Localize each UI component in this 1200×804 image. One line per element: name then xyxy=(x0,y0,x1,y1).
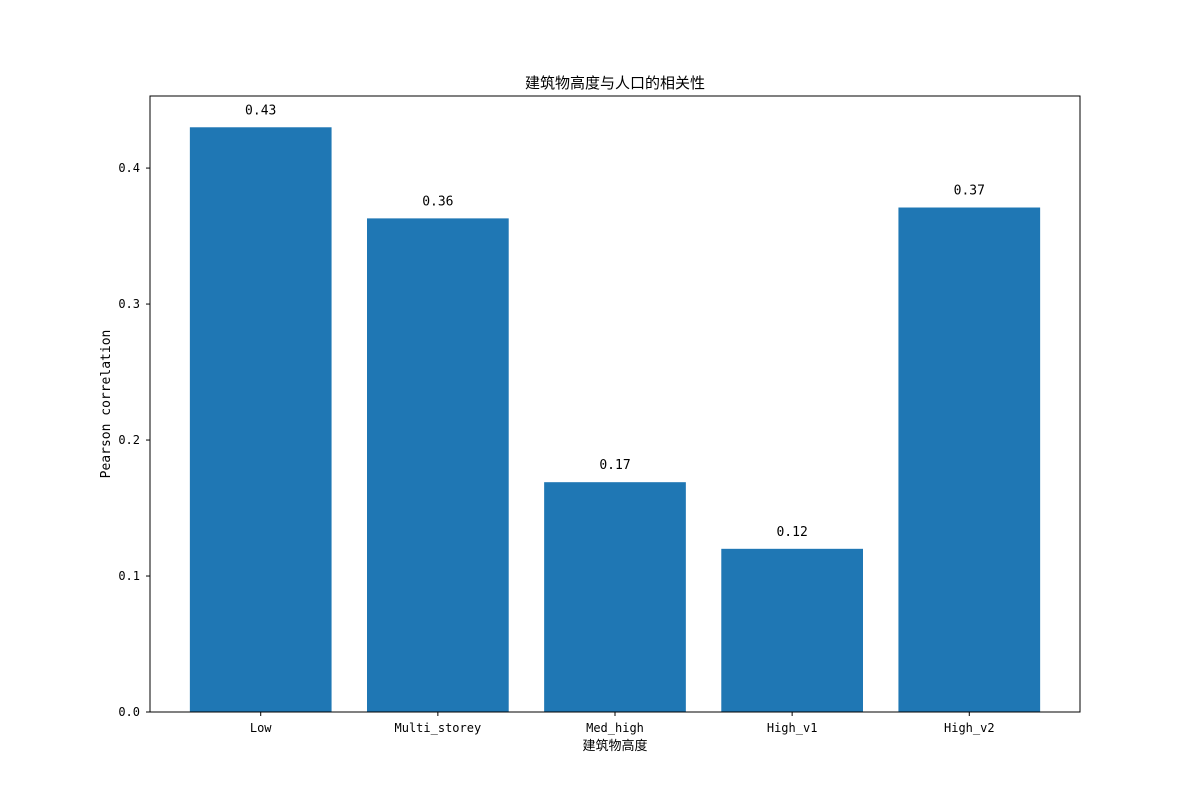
y-tick-label: 0.1 xyxy=(118,569,140,583)
bar-value-label: 0.17 xyxy=(599,458,630,473)
bar-high-v2 xyxy=(898,207,1041,712)
value-labels-layer: 0.43 0.36 0.17 0.12 0.37 xyxy=(245,103,985,540)
y-axis: 0.0 0.1 0.2 0.3 0.4 xyxy=(118,161,150,719)
x-tick-label: Multi_storey xyxy=(395,721,482,735)
x-tick-label: Med_high xyxy=(586,721,644,735)
y-tick-label: 0.4 xyxy=(118,161,140,175)
bar-value-label: 0.37 xyxy=(954,184,985,199)
y-tick-label: 0.2 xyxy=(118,433,140,447)
bar-multi-storey xyxy=(367,218,509,712)
chart-title: 建筑物高度与人口的相关性 xyxy=(525,74,705,92)
bar-low xyxy=(189,127,332,712)
x-axis-label: 建筑物高度 xyxy=(582,738,647,754)
bar-value-label: 0.43 xyxy=(245,103,276,118)
x-axis: Low Multi_storey Med_high High_v1 High_v2 xyxy=(250,712,995,735)
bar-value-label: 0.36 xyxy=(422,194,453,209)
y-tick-label: 0.0 xyxy=(118,705,140,719)
x-tick-label: Low xyxy=(250,721,272,735)
bar-high-v1 xyxy=(721,548,863,712)
y-tick-label: 0.3 xyxy=(118,297,140,311)
bar-value-label: 0.12 xyxy=(776,525,807,540)
bar-med-high xyxy=(544,482,686,712)
plot-frame xyxy=(149,95,1081,713)
x-tick-label: High_v1 xyxy=(767,721,818,735)
y-axis-label: Pearson correlation xyxy=(99,330,114,479)
bars-layer xyxy=(189,127,1041,712)
x-tick-label: High_v2 xyxy=(944,721,995,735)
